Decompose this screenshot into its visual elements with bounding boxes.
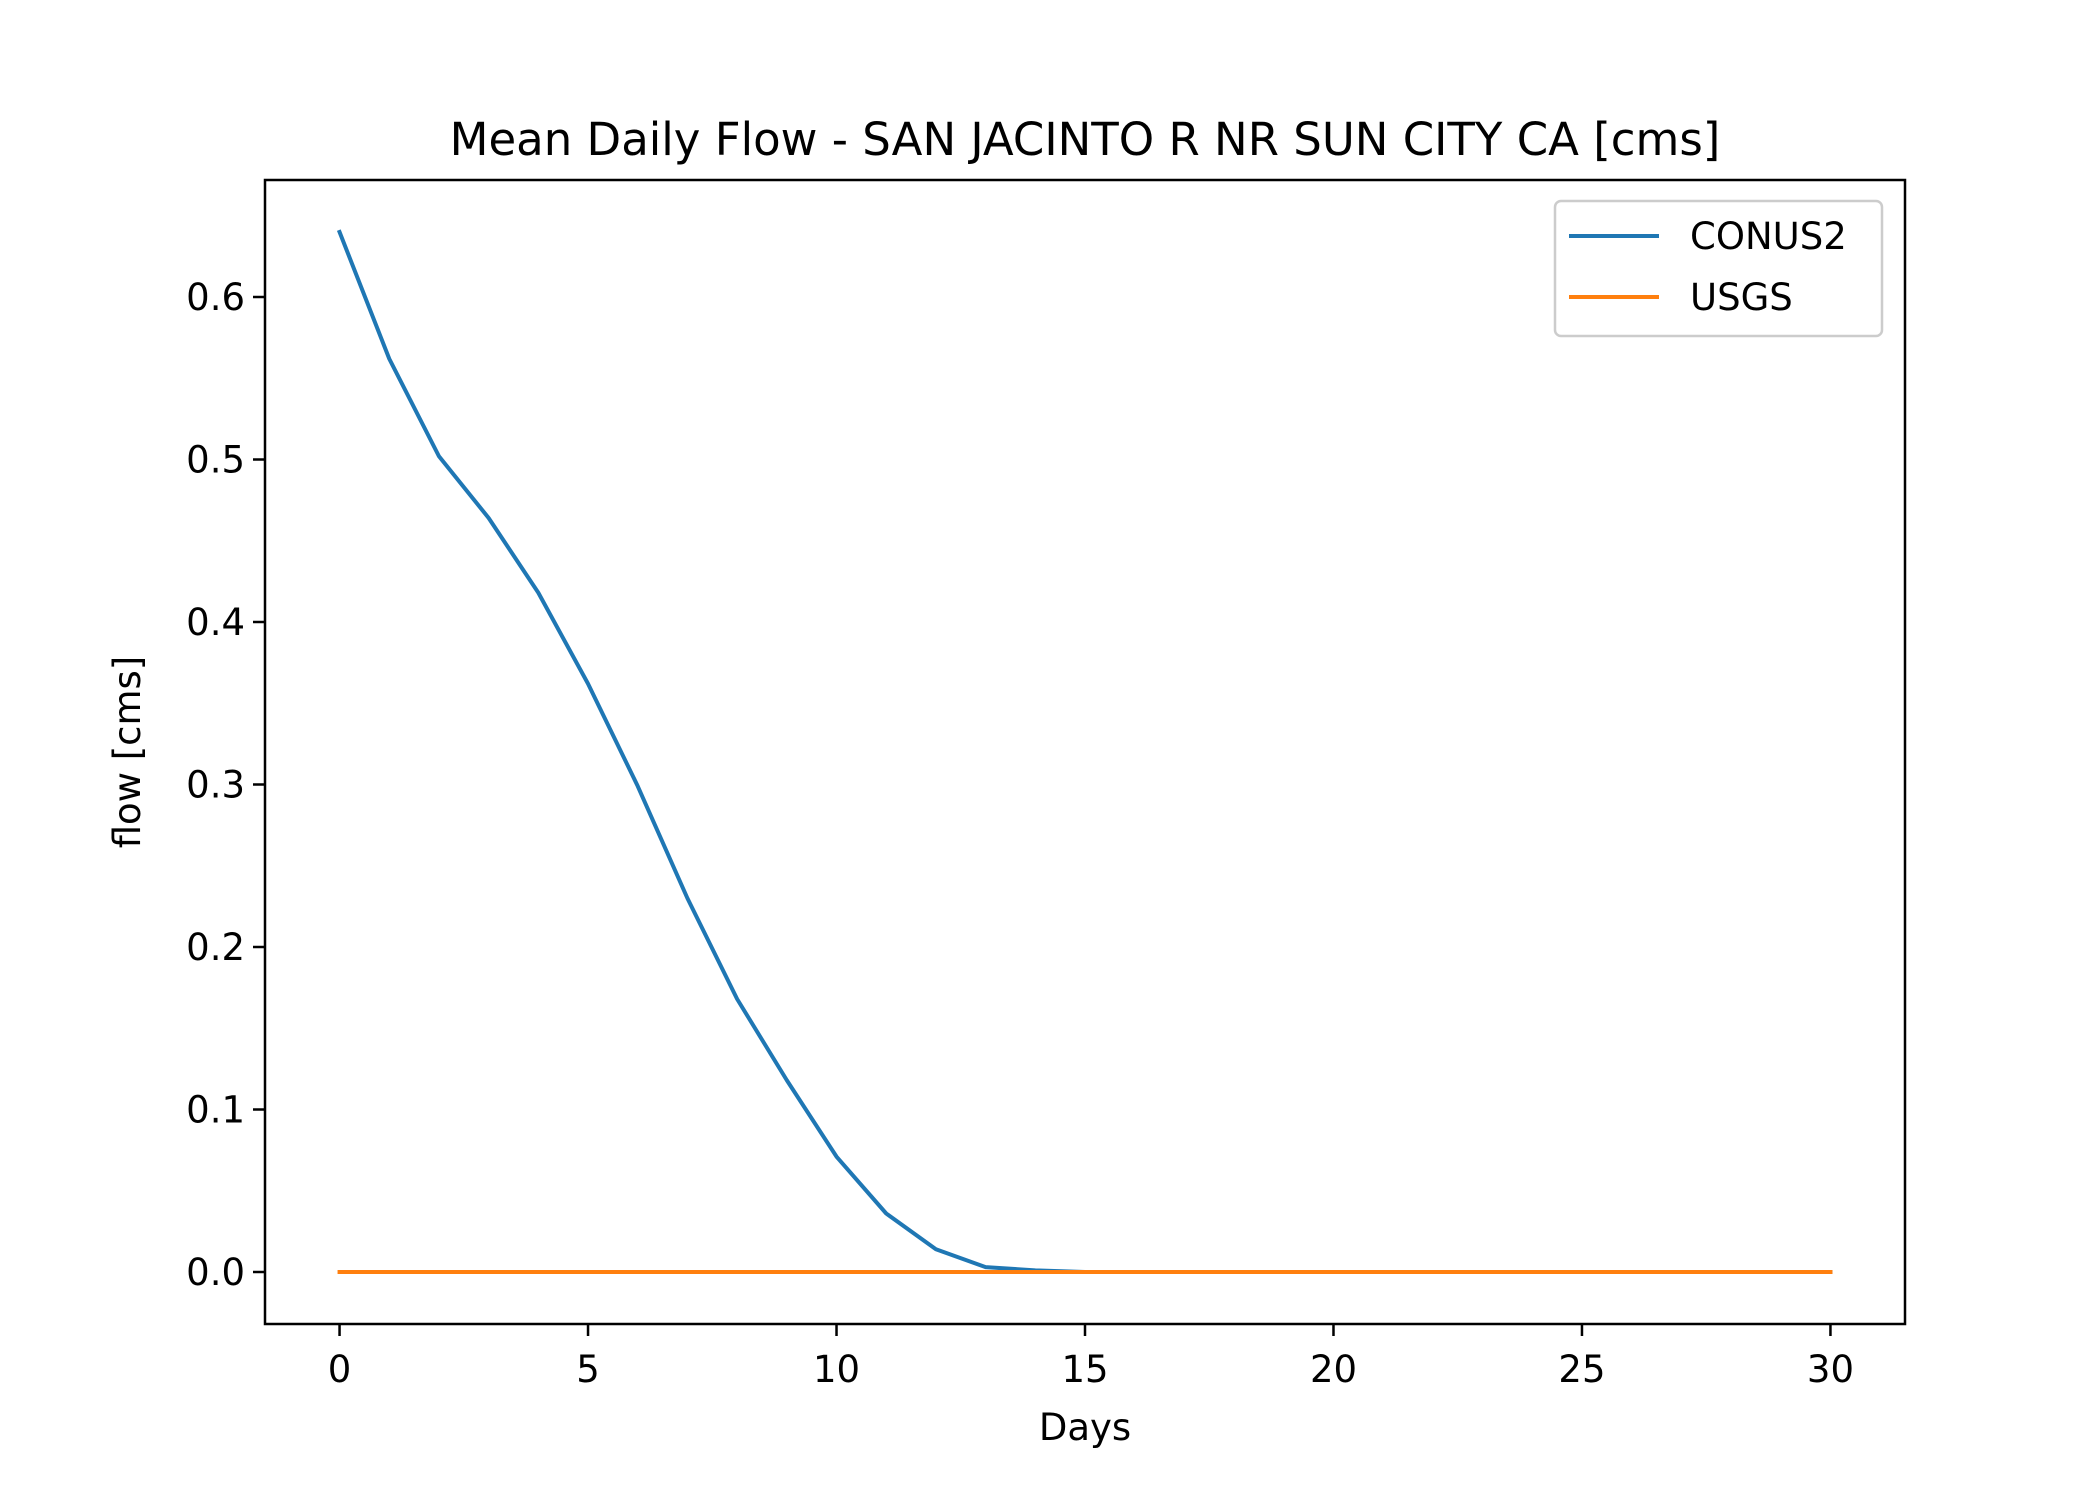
y-tick-label: 0.4 — [186, 601, 245, 644]
x-tick-label: 0 — [328, 1348, 352, 1391]
series-layer — [336, 229, 1833, 1274]
x-tick-label: 20 — [1310, 1348, 1357, 1391]
chart-title: Mean Daily Flow - SAN JACINTO R NR SUN C… — [450, 113, 1721, 166]
x-tick-label: 10 — [813, 1348, 860, 1391]
y-tick-label: 0.6 — [186, 276, 245, 319]
x-tick-label: 5 — [576, 1348, 600, 1391]
legend-label-usgs: USGS — [1690, 276, 1793, 319]
x-tick-label: 15 — [1061, 1348, 1108, 1391]
x-axis: 0 5 10 15 20 25 30 — [328, 1324, 1854, 1391]
legend-label-conus2: CONUS2 — [1690, 215, 1847, 258]
legend: CONUS2 USGS — [1553, 199, 1884, 338]
y-tick-label: 0.0 — [186, 1251, 245, 1294]
y-tick-label: 0.3 — [186, 764, 245, 807]
y-tick-label: 0.5 — [186, 439, 245, 482]
y-tick-label: 0.2 — [186, 926, 245, 969]
y-tick-label: 0.1 — [186, 1089, 245, 1132]
x-tick-label: 30 — [1807, 1348, 1854, 1391]
y-axis-label: flow [cms] — [106, 656, 149, 849]
x-axis-label: Days — [1039, 1406, 1131, 1449]
x-tick-label: 25 — [1558, 1348, 1605, 1391]
y-axis: 0.0 0.1 0.2 0.3 0.4 0.5 0.6 — [186, 276, 265, 1294]
